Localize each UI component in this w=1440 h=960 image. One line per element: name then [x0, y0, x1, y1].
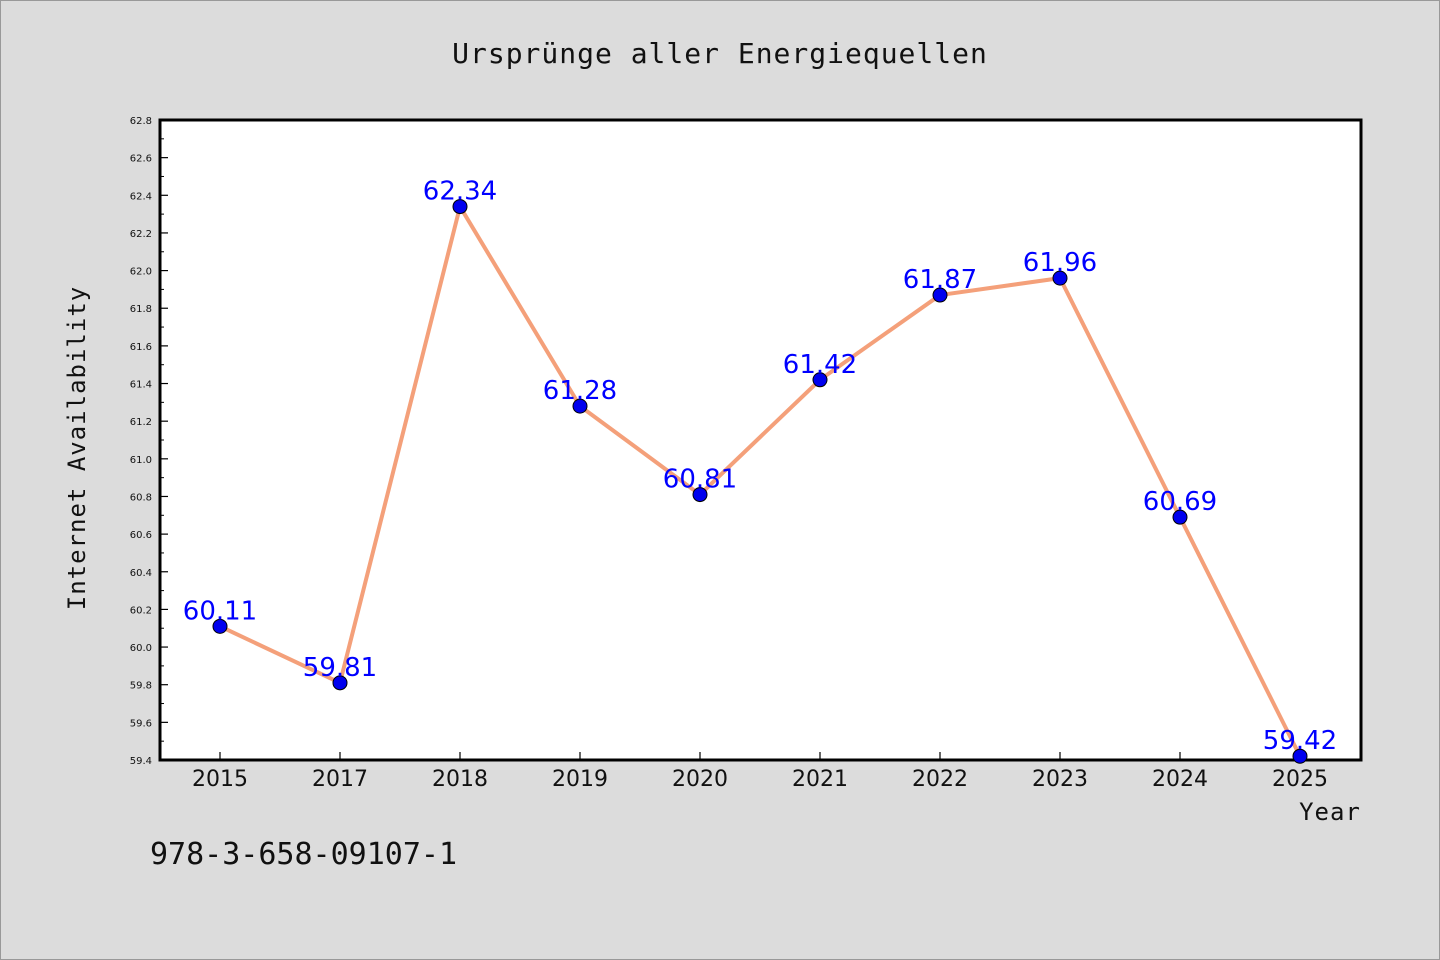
- data-point: [1292, 748, 1308, 764]
- data-point: [212, 618, 228, 634]
- data-point: [332, 675, 348, 691]
- y-tick-label: 61.2: [130, 417, 152, 428]
- data-label: 60.11: [183, 596, 257, 626]
- y-tick-label: 60.6: [130, 530, 152, 541]
- data-point: [692, 487, 708, 503]
- data-label: 59.42: [1263, 726, 1337, 756]
- y-axis-label: Internet Availability: [63, 286, 91, 610]
- x-tick-label: 2019: [552, 767, 608, 792]
- y-tick-label: 60.0: [130, 643, 152, 654]
- y-tick-label: 62.4: [130, 191, 152, 202]
- y-tick-label: 59.6: [130, 718, 152, 729]
- data-point: [1172, 509, 1188, 525]
- isbn-text: 978-3-658-09107-1: [150, 837, 457, 872]
- x-tick-label: 2021: [792, 767, 848, 792]
- y-tick-label: 61.6: [130, 342, 152, 353]
- data-label: 60.69: [1143, 487, 1217, 517]
- y-tick-label: 62.0: [130, 267, 152, 278]
- x-tick-label: 2018: [432, 767, 488, 792]
- y-tick-label: 62.2: [130, 229, 152, 240]
- data-point: [572, 398, 588, 414]
- series-line-group: [219, 204, 1302, 758]
- y-tick-label: 62.6: [130, 154, 152, 165]
- data-point: [452, 199, 468, 215]
- data-label: 62.34: [423, 177, 497, 207]
- data-label: 61.87: [903, 265, 977, 295]
- data-label: 60.81: [663, 465, 737, 495]
- x-tick-label: 2023: [1032, 767, 1088, 792]
- y-tick-label: 59.8: [130, 681, 152, 692]
- x-tick-label: 2020: [672, 767, 728, 792]
- y-tick-label: 60.2: [130, 605, 152, 616]
- data-label: 59.81: [303, 653, 377, 683]
- data-point: [1052, 270, 1068, 286]
- y-tick-label: 60.8: [130, 492, 152, 503]
- data-point: [812, 372, 828, 388]
- y-axis: 59.4 59.6 59.8 60.0 60.2 60.4 60.6 60.8 61.0 61.2…: [130, 116, 168, 767]
- y-tick-label: 62.8: [130, 116, 152, 127]
- x-tick-label: 2015: [192, 767, 248, 792]
- x-axis: 2015 2017 2018 2019 2020 2021 2022 2023 2024 2025: [192, 752, 1328, 792]
- data-point: [932, 287, 948, 303]
- series-line: [219, 204, 1302, 758]
- x-tick-label: 2022: [912, 767, 968, 792]
- x-axis-label: Year: [1299, 798, 1361, 826]
- chart-title: Ursprünge aller Energiequellen: [452, 37, 988, 70]
- y-tick-label: 61.8: [130, 304, 152, 315]
- plot-area: [158, 118, 1363, 762]
- data-labels-group: 60.11 59.81 62.34 61.28 60.81 61.42 61.87 61.96…: [183, 177, 1337, 757]
- x-tick-label: 2017: [312, 767, 368, 792]
- y-tick-label: 61.4: [130, 380, 152, 391]
- y-tick-label: 59.4: [130, 756, 152, 767]
- y-tick-label: 61.0: [130, 455, 152, 466]
- data-label: 61.42: [783, 350, 857, 380]
- y-tick-label: 60.4: [130, 568, 152, 579]
- data-label: 61.96: [1023, 248, 1097, 278]
- data-label: 61.28: [543, 376, 617, 406]
- markers-group: [212, 199, 1308, 764]
- x-tick-label: 2024: [1152, 767, 1208, 792]
- x-tick-label: 2025: [1272, 767, 1328, 792]
